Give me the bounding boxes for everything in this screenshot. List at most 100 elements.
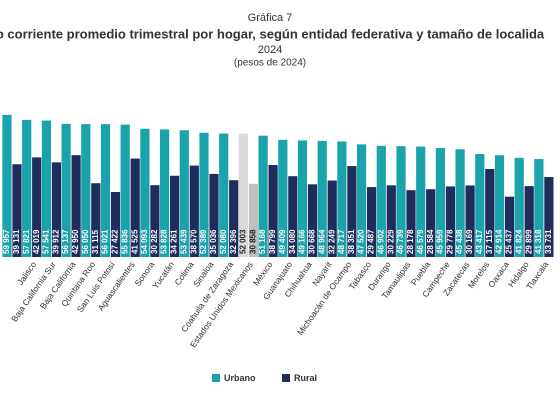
bar [278, 139, 288, 257]
bar [61, 123, 71, 257]
bar [406, 190, 416, 257]
bar [337, 141, 347, 257]
bar [209, 173, 219, 257]
value-label: 46 579 [416, 229, 425, 254]
value-label: 34 080 [288, 229, 297, 254]
value-label: 32 396 [229, 229, 238, 254]
value-label: 47 520 [357, 229, 366, 254]
bar [445, 186, 455, 257]
bar [524, 186, 534, 257]
value-label: 34 261 [170, 229, 179, 254]
bar [91, 183, 101, 257]
value-label: 49 166 [298, 229, 307, 254]
bar [140, 128, 150, 257]
value-label: 32 249 [327, 229, 336, 254]
bar [288, 176, 298, 257]
bar [347, 166, 357, 257]
value-label: 42 019 [32, 229, 41, 254]
value-label: 54 093 [140, 229, 149, 254]
value-label: 30 668 [308, 229, 317, 254]
value-label: 53 828 [160, 229, 169, 254]
chart-label: Gráfica 7 [248, 12, 293, 24]
bar [494, 155, 505, 257]
legend-swatch [282, 374, 290, 382]
value-label: 56 021 [101, 229, 110, 254]
value-label: 37 115 [485, 229, 494, 254]
value-label: 29 778 [446, 229, 455, 254]
bar [199, 132, 209, 257]
bar [229, 180, 239, 257]
bar [426, 189, 436, 257]
bar [160, 129, 170, 257]
value-label: 29 487 [367, 229, 376, 254]
value-label: 52 003 [239, 229, 248, 254]
bar [110, 191, 121, 257]
bar [297, 140, 308, 257]
bar [307, 184, 318, 257]
bar [219, 133, 229, 257]
value-label: 46 739 [396, 229, 405, 254]
value-label: 30 229 [386, 229, 395, 254]
value-label: 48 964 [317, 229, 326, 254]
bar [32, 157, 42, 257]
value-label: 41 525 [130, 229, 139, 254]
value-label: 30 858 [249, 229, 258, 254]
bar [71, 155, 81, 257]
bar [189, 165, 199, 257]
bar [485, 169, 495, 257]
bar [455, 149, 465, 257]
bar [51, 162, 61, 257]
bar [544, 177, 554, 257]
bar [386, 185, 396, 257]
value-label: 28 178 [406, 229, 415, 254]
value-label: 48 717 [337, 229, 346, 254]
bar [81, 124, 91, 257]
bar [268, 165, 278, 257]
value-label: 55 836 [120, 229, 129, 254]
value-label: 30 169 [465, 229, 474, 254]
chart-title: o corriente promedio trimestral por hoga… [0, 26, 545, 41]
bar [2, 114, 12, 257]
legend-label: Urbano [224, 373, 256, 383]
value-label: 35 036 [209, 229, 218, 254]
bar [238, 133, 248, 257]
bar [327, 180, 337, 257]
value-label: 42 914 [495, 229, 504, 254]
legend-swatch [212, 374, 220, 382]
bar [179, 130, 189, 257]
bar [150, 185, 160, 257]
bar [376, 145, 386, 257]
value-label: 56 137 [61, 229, 70, 254]
value-label: 49 409 [278, 229, 287, 254]
value-label: 25 437 [505, 229, 514, 254]
bar [416, 146, 426, 257]
value-label: 38 351 [347, 229, 356, 254]
value-label: 53 439 [179, 229, 188, 254]
value-label: 52 080 [219, 229, 228, 254]
bar [435, 148, 445, 257]
bar [130, 158, 140, 257]
value-label: 57 541 [42, 229, 51, 254]
unit-note: (pesos de 2024) [234, 58, 306, 69]
bar [367, 187, 377, 257]
bar [100, 124, 111, 257]
chart-subtitle: 2024 [258, 44, 282, 56]
bar [41, 120, 51, 257]
value-label: 51 168 [258, 229, 267, 254]
bar [12, 164, 22, 257]
legend-label: Rural [294, 373, 317, 383]
bar [120, 124, 130, 257]
value-label: 31 115 [91, 229, 100, 254]
value-label: 30 282 [150, 229, 159, 254]
bar [170, 175, 180, 257]
bar [465, 185, 475, 257]
value-label: 41 824 [514, 229, 523, 254]
value-label: 45 438 [455, 229, 464, 254]
bar [534, 159, 544, 257]
value-label: 56 050 [81, 229, 90, 254]
bar [317, 140, 327, 257]
value-label: 59 957 [2, 229, 11, 254]
value-label: 38 570 [189, 229, 198, 254]
